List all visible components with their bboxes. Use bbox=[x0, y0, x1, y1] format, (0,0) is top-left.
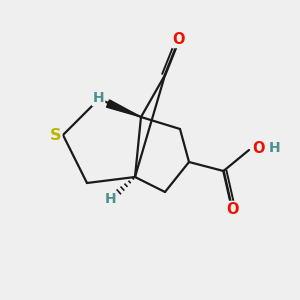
Text: O: O bbox=[226, 202, 239, 217]
Polygon shape bbox=[106, 100, 141, 117]
Text: O: O bbox=[252, 141, 264, 156]
Text: S: S bbox=[50, 128, 61, 142]
Text: H: H bbox=[269, 142, 280, 155]
Text: H: H bbox=[93, 91, 104, 105]
Text: H: H bbox=[105, 192, 116, 206]
Text: O: O bbox=[172, 32, 185, 47]
